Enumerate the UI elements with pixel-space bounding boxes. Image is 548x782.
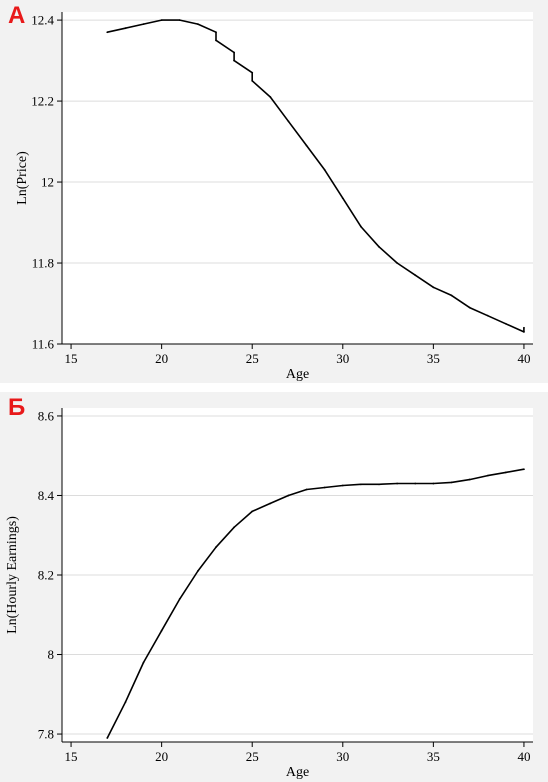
price-data-point <box>106 31 109 34</box>
earnings-x-tick-label: 15 <box>65 749 78 764</box>
price-data-point <box>450 294 453 297</box>
price-data-point <box>504 322 507 325</box>
earnings-y-tick-label: 8.6 <box>38 408 55 423</box>
earnings-data-point <box>323 486 326 489</box>
earnings-data-point <box>160 629 163 632</box>
price-data-point <box>396 262 399 264</box>
panel-b: Б 7.8 8 8.2 8.4 8.6 15 20 25 30 35 40 Age Ln(Hourly … <box>0 392 548 782</box>
price-data-point <box>196 23 199 26</box>
price-data-point <box>178 19 181 21</box>
earnings-data-point <box>450 481 453 484</box>
earnings-y-tick-label: 8.4 <box>38 488 55 503</box>
earnings-y-axis-label: Ln(Hourly Earnings) <box>5 516 20 634</box>
price-x-tick-label: 35 <box>427 351 440 366</box>
price-y-tick-label: 12 <box>41 175 54 190</box>
earnings-data-point <box>124 701 127 704</box>
price-data-point <box>305 144 308 147</box>
price-data-point <box>160 19 163 21</box>
earnings-data-point <box>178 597 181 600</box>
earnings-x-tick-label: 25 <box>246 749 259 764</box>
earnings-data-point <box>432 482 435 485</box>
panel-b-letter: Б <box>8 394 26 421</box>
price-data-point <box>360 225 362 228</box>
earnings-y-tick-label: 7.8 <box>38 727 54 742</box>
earnings-data-point <box>414 482 417 485</box>
earnings-data-point <box>251 510 254 513</box>
price-data-point <box>287 120 290 123</box>
price-data-point <box>251 79 254 82</box>
earnings-x-tick-label: 35 <box>427 749 440 764</box>
panel-a: А 11.6 11.8 12 12.2 12.4 15 20 25 30 35 40 Age Ln(Pr… <box>0 0 548 383</box>
earnings-x-axis-label: Age <box>286 765 309 780</box>
earnings-data-point <box>523 468 525 471</box>
earnings-data-point <box>378 483 380 486</box>
price-y-tick-label: 11.8 <box>32 256 54 271</box>
price-x-tick-label: 25 <box>246 351 259 366</box>
price-data-point <box>523 326 525 329</box>
price-data-point <box>142 23 145 26</box>
earnings-data-point <box>142 661 145 664</box>
earnings-data-point <box>468 478 471 481</box>
price-data-point <box>215 31 217 34</box>
price-chart: 11.6 11.8 12 12.2 12.4 15 20 25 30 35 40 Age Ln(Pric… <box>15 12 533 382</box>
price-data-point <box>341 197 344 200</box>
earnings-chart: 7.8 8 8.2 8.4 8.6 15 20 25 30 35 40 Age Ln(Hourly Ea… <box>5 408 533 780</box>
earnings-data-point <box>360 483 362 486</box>
price-y-tick-label: 12.2 <box>31 94 54 109</box>
price-data-point <box>233 59 235 62</box>
earnings-y-tick-label: 8.2 <box>38 568 54 583</box>
price-data-point <box>414 274 417 277</box>
price-y-tick-label: 12.4 <box>31 13 54 28</box>
earnings-data-point <box>341 484 344 487</box>
earnings-data-point <box>287 494 290 497</box>
price-data-point <box>251 71 254 74</box>
price-data-point <box>215 39 217 42</box>
earnings-data-point <box>215 546 217 549</box>
earnings-data-point <box>396 482 399 485</box>
earnings-data-point <box>486 474 489 477</box>
price-x-tick-label: 40 <box>517 351 530 366</box>
price-data-point <box>323 169 326 171</box>
price-data-point <box>468 306 471 309</box>
price-data-point <box>378 245 380 248</box>
price-data-point <box>269 96 272 98</box>
earnings-data-point <box>233 526 235 529</box>
earnings-series-line <box>106 468 525 739</box>
earnings-data-point <box>196 570 199 572</box>
price-data-point <box>486 314 489 317</box>
earnings-data-point <box>504 471 507 474</box>
price-y-axis-label: Ln(Price) <box>15 151 30 205</box>
price-x-tick-label: 15 <box>65 351 78 366</box>
price-series-line <box>107 19 525 333</box>
earnings-data-point <box>106 737 109 739</box>
price-y-tick-label: 11.6 <box>32 337 55 352</box>
price-x-tick-label: 30 <box>336 351 349 366</box>
price-data-point <box>432 286 435 289</box>
earnings-y-tick-label: 8 <box>48 647 55 662</box>
price-plot-area <box>62 12 533 344</box>
price-x-axis-label: Age <box>286 367 309 382</box>
earnings-data-point <box>305 488 308 491</box>
price-data-point <box>233 51 235 54</box>
price-data-point <box>523 330 525 333</box>
earnings-x-tick-label: 30 <box>336 749 349 764</box>
price-x-tick-label: 20 <box>155 351 168 366</box>
earnings-x-tick-label: 40 <box>517 749 530 764</box>
panel-a-letter: А <box>8 2 26 29</box>
earnings-data-point <box>269 502 272 505</box>
earnings-x-tick-label: 20 <box>155 749 168 764</box>
price-data-point <box>124 27 127 30</box>
